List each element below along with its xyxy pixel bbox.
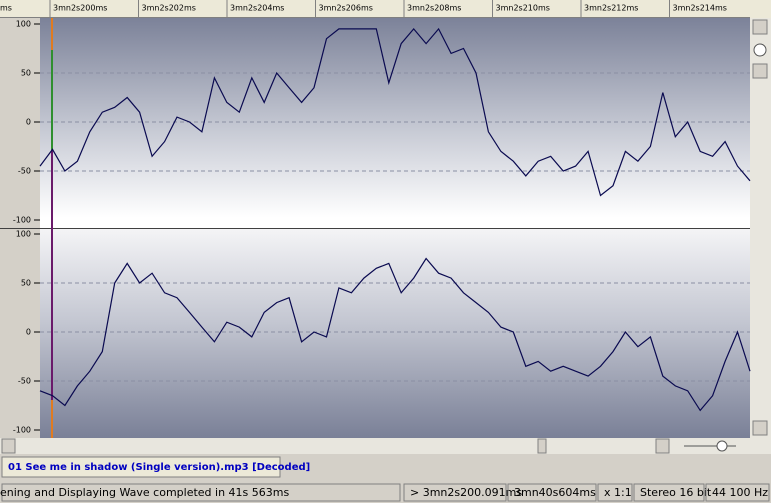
file-tab-label: 01 See me in shadow (Single version).mp3… bbox=[8, 462, 310, 473]
ruler bbox=[0, 0, 771, 18]
zoom-slider[interactable] bbox=[716, 440, 728, 452]
ruler-label: 3mn2s214ms bbox=[673, 4, 727, 13]
y-tick-label: 100 bbox=[16, 20, 31, 29]
status-cell bbox=[1, 483, 401, 502]
ruler-label: 3mn2s206ms bbox=[319, 4, 373, 13]
status-cell bbox=[403, 483, 507, 502]
ruler-label: 3mn2s202ms bbox=[142, 4, 196, 13]
ruler-label: 3mn2s210ms bbox=[496, 4, 550, 13]
file-tab[interactable] bbox=[1, 456, 281, 478]
status-text: > 3mn2s200.091ms bbox=[410, 486, 522, 499]
status-text: Stereo 16 bit bbox=[640, 486, 712, 499]
y-tick-label: -50 bbox=[18, 167, 31, 176]
horizontal-scrollbar[interactable] bbox=[0, 438, 771, 454]
y-tick-label: -100 bbox=[13, 216, 31, 225]
status-bar bbox=[0, 482, 771, 503]
waveform bbox=[39, 257, 751, 412]
y-tick-label: -50 bbox=[18, 377, 31, 386]
status-cell bbox=[507, 483, 597, 502]
status-text: 44 100 Hz bbox=[712, 486, 768, 499]
ruler-label: 3mn2s200ms bbox=[53, 4, 107, 13]
y-tick-label: 50 bbox=[21, 279, 31, 288]
scroll-right[interactable] bbox=[655, 438, 670, 454]
channel-1-bg bbox=[40, 18, 750, 228]
y-tick-label: -100 bbox=[13, 426, 31, 435]
zoom-knob[interactable] bbox=[753, 43, 767, 57]
y-tick-label: 0 bbox=[26, 328, 31, 337]
scroll-thumb[interactable] bbox=[537, 438, 547, 454]
ruler-label: 3mn2s208ms bbox=[407, 4, 461, 13]
ruler-label: 3mn2s212ms bbox=[584, 4, 638, 13]
status-cell bbox=[705, 483, 770, 502]
scroll-left[interactable] bbox=[1, 438, 16, 454]
y-tick-label: 50 bbox=[21, 69, 31, 78]
status-text: ening and Displaying Wave completed in 4… bbox=[0, 486, 289, 499]
ruler-label: 3mn2s204ms bbox=[230, 4, 284, 13]
y-tick-label: 100 bbox=[16, 230, 31, 239]
ruler-label: ms bbox=[0, 4, 12, 13]
status-text: 3mn40s604ms bbox=[514, 486, 596, 499]
status-cell bbox=[597, 483, 633, 502]
scroll-down[interactable] bbox=[752, 63, 768, 79]
status-cell bbox=[633, 483, 705, 502]
scroll-up[interactable] bbox=[752, 19, 768, 35]
waveform bbox=[39, 27, 751, 197]
scroll-bottom[interactable] bbox=[752, 420, 768, 436]
status-text: x 1:1 bbox=[604, 486, 632, 499]
channel-2-bg bbox=[40, 229, 750, 438]
y-tick-label: 0 bbox=[26, 118, 31, 127]
vertical-scrollbar[interactable] bbox=[750, 18, 771, 438]
